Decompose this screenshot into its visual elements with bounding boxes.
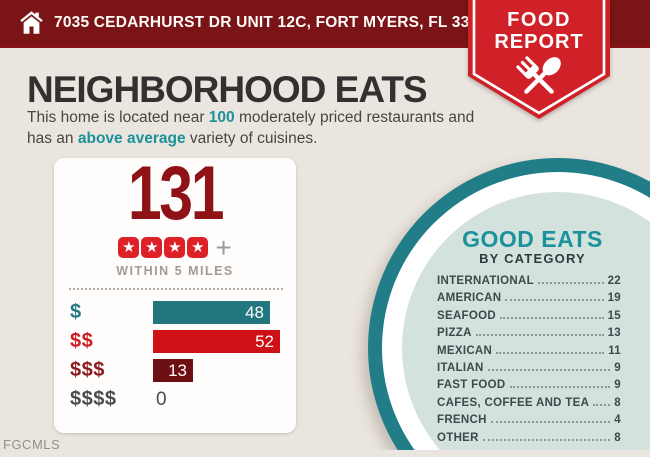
bar-fill: 52 [153, 330, 280, 353]
category-label: FRENCH [437, 414, 487, 427]
intro-line1-pre: This home is located near [27, 109, 209, 126]
price-tier-bar-chart: $48 $$ 52 $$$ 13 $$$$ 0 [70, 301, 284, 417]
bar-value: 0 [156, 389, 167, 410]
category-count: 15 [607, 309, 621, 322]
property-address: 7035 CEDARHURST DR UNIT 12C, FORT MYERS,… [54, 14, 496, 31]
mls-watermark: FGCMLS [3, 437, 61, 452]
category-label: FAST FOOD [437, 379, 506, 392]
bar-track: 48 [153, 301, 284, 324]
bar-track: 52 [153, 330, 284, 353]
bar-fill: 48 [153, 301, 270, 324]
bar-track: 0 [153, 388, 284, 411]
category-row: AMERICAN 19 [437, 290, 621, 307]
dotted-leader [475, 334, 604, 337]
dotted-leader [487, 368, 611, 371]
intro-paragraph: This home is located near 100 moderately… [27, 107, 474, 149]
badge-ribbon-shape [468, 0, 610, 119]
header-bar-edge [0, 45, 650, 48]
bar-track: 13 [153, 359, 284, 382]
category-row: CAFES, COFFEE AND TEA 8 [437, 395, 621, 412]
dotted-leader [509, 386, 611, 389]
category-label: ITALIAN [437, 361, 484, 374]
plus-icon: + [215, 231, 232, 263]
food-report-badge: FOOD REPORT [468, 0, 610, 120]
star-icon: ★ [164, 237, 186, 258]
category-label: INTERNATIONAL [437, 275, 534, 287]
intro-line2-pre: has an [27, 130, 78, 147]
category-count: 8 [614, 431, 621, 444]
bar-value: 48 [245, 302, 264, 322]
category-row: SEAFOOD 15 [437, 308, 621, 325]
price-tier-label: $$ [70, 330, 94, 352]
category-list: INTERNATIONAL 22 AMERICAN 19 SEAFOOD 15 PIZZA 1… [437, 273, 621, 447]
dotted-leader [490, 421, 611, 424]
good-eats-circle-ring [368, 158, 650, 450]
price-tier-label: $ [70, 301, 82, 323]
category-row: FAST FOOD 9 [437, 377, 621, 394]
category-count: 11 [608, 344, 621, 357]
price-tier-row: $$$$ 0 [70, 388, 284, 411]
category-row: INTERNATIONAL 22 [437, 273, 621, 290]
star-icon: ★ [118, 237, 140, 258]
total-restaurant-count: 131 [127, 151, 225, 236]
category-count: 9 [614, 361, 621, 374]
variety-highlight: above average [77, 130, 186, 147]
star-icon: ★ [141, 237, 163, 258]
category-label: PIZZA [437, 327, 472, 340]
page-title: NEIGHBORHOOD EATS [27, 69, 428, 110]
category-label: CAFES, COFFEE AND TEA [437, 396, 590, 409]
radius-label: WITHIN 5 MILES [116, 264, 234, 278]
category-count: 9 [614, 379, 621, 392]
category-count: 13 [607, 327, 621, 340]
price-tier-row: $$$ 13 [70, 359, 284, 382]
dotted-leader [537, 282, 604, 284]
price-tier-row: $$ 52 [70, 330, 284, 353]
dotted-leader [593, 403, 611, 406]
category-label: MEXICAN [437, 344, 493, 357]
badge-label-food: FOOD [507, 9, 571, 31]
intro-line1-post: moderately priced restaurants and [234, 109, 475, 126]
category-row: OTHER 8 [437, 430, 621, 447]
category-count: 8 [614, 396, 621, 409]
home-icon [20, 11, 43, 34]
category-label: AMERICAN [437, 292, 502, 305]
dotted-leader [505, 299, 604, 302]
category-row: ITALIAN 9 [437, 360, 621, 377]
category-label: OTHER [437, 431, 479, 444]
intro-line2-post: variety of cuisines. [185, 130, 318, 147]
good-eats-title: GOOD EATS [462, 226, 603, 252]
price-tier-row: $48 [70, 301, 284, 324]
restaurant-count-highlight: 100 [208, 109, 235, 126]
star-rating: ★ ★ ★ ★ + [54, 231, 296, 263]
price-tier-label: $$$ [70, 359, 105, 381]
category-row: MEXICAN 11 [437, 343, 621, 360]
price-tier-label: $$$$ [70, 388, 117, 410]
star-icon: ★ [187, 237, 209, 258]
good-eats-subtitle: BY CATEGORY [479, 251, 586, 266]
category-count: 4 [614, 414, 621, 427]
dotted-leader [496, 351, 605, 354]
spoon-fork-icon [516, 56, 561, 94]
category-count: 19 [607, 292, 621, 305]
category-row: PIZZA 13 [437, 325, 621, 342]
badge-label-report: REPORT [494, 31, 584, 53]
card-divider [69, 288, 283, 290]
bar-value: 13 [168, 360, 187, 380]
dotted-leader [499, 316, 604, 319]
bar-fill: 13 [153, 359, 193, 382]
category-count: 22 [607, 275, 621, 287]
category-label: SEAFOOD [437, 309, 496, 322]
summary-card: 131 ★ ★ ★ ★ + WITHIN 5 MILES $48 $$ 52 $$$ 13 $$$… [54, 151, 296, 433]
dotted-leader [482, 438, 611, 441]
category-row: FRENCH 4 [437, 412, 621, 429]
bar-value: 52 [255, 331, 274, 351]
